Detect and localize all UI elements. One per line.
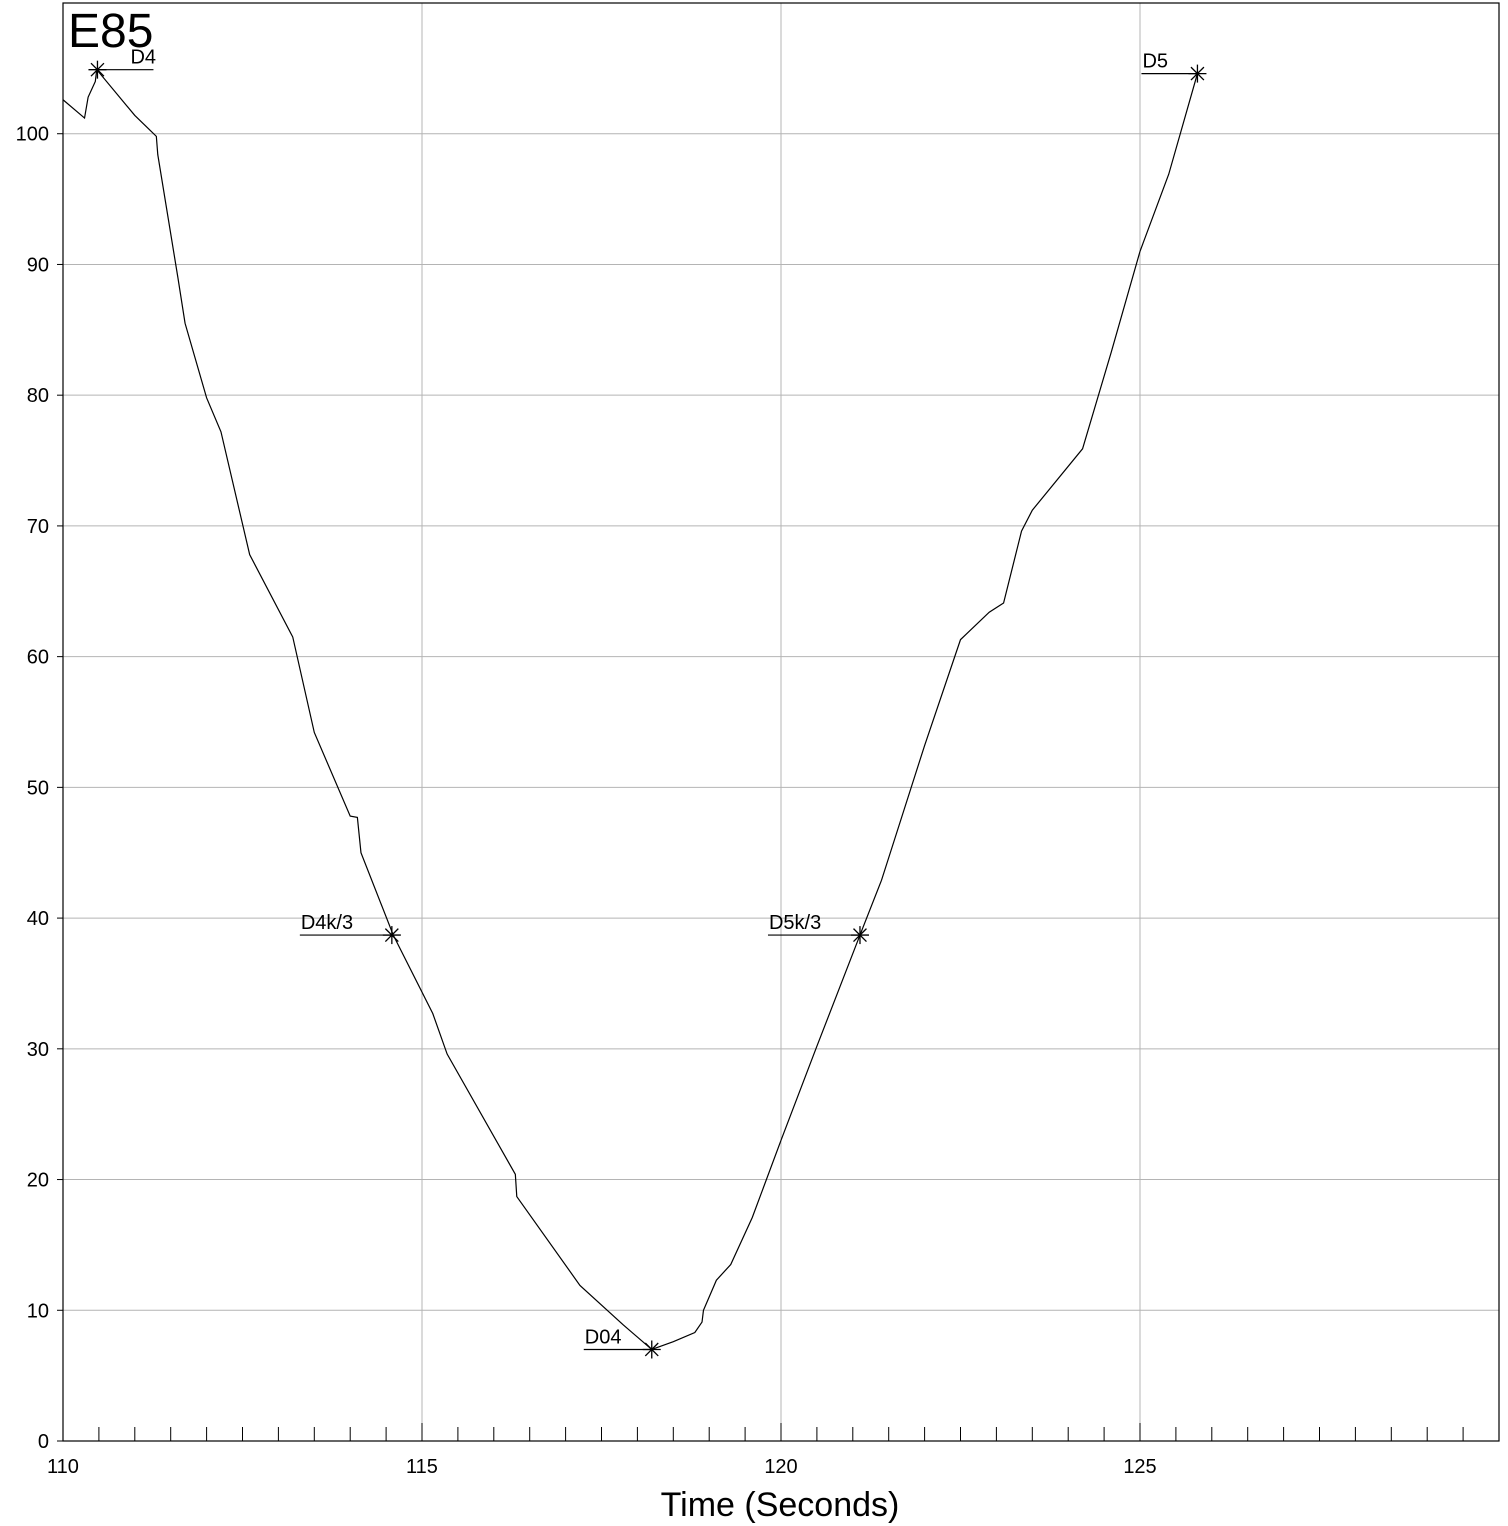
axis-ticks — [57, 133, 1500, 1442]
annotations: D4 D4k/3 D04 D5k/3 D5 — [88, 47, 1207, 1359]
x-tick-label: 120 — [764, 1456, 797, 1478]
annotation-label: D5k/3 — [769, 912, 821, 934]
annotation-marker: D04 — [583, 1326, 661, 1359]
y-tick-label: 90 — [27, 254, 49, 276]
y-tick-label: 10 — [27, 1300, 49, 1322]
y-tick-label: 0 — [38, 1431, 49, 1453]
series-line — [62, 68, 1199, 1351]
y-tick-label: 40 — [27, 908, 49, 930]
annotation-marker: D5 — [1141, 51, 1207, 83]
y-tick-label: 100 — [16, 124, 49, 146]
y-tick-label: 70 — [27, 516, 49, 538]
annotation-marker: D4k/3 — [299, 912, 401, 945]
grid-lines — [62, 3, 1499, 1441]
y-tick-label: 30 — [27, 1039, 49, 1061]
x-axis-title: Time (Seconds) — [661, 1486, 900, 1524]
annotation-label: D4 — [130, 47, 156, 69]
annotation-marker: D4 — [88, 47, 156, 79]
x-tick-label: 110 — [47, 1456, 79, 1478]
x-tick-label: 115 — [406, 1456, 438, 1478]
y-tick-label: 50 — [27, 777, 49, 799]
y-tick-label: 80 — [27, 385, 49, 407]
annotation-marker: D5k/3 — [767, 912, 869, 945]
x-tick-label: 125 — [1123, 1456, 1156, 1478]
y-tick-label: 20 — [27, 1170, 49, 1192]
y-tick-label: 60 — [27, 647, 49, 669]
annotation-label: D4k/3 — [301, 912, 353, 934]
chart-title: E85 — [68, 5, 153, 58]
tick-labels: 110 115 120 125 0 10 20 30 40 50 60 70 80 90 100 — [16, 124, 1157, 1478]
annotation-label: D5 — [1142, 51, 1168, 73]
annotation-label: D04 — [585, 1326, 622, 1348]
